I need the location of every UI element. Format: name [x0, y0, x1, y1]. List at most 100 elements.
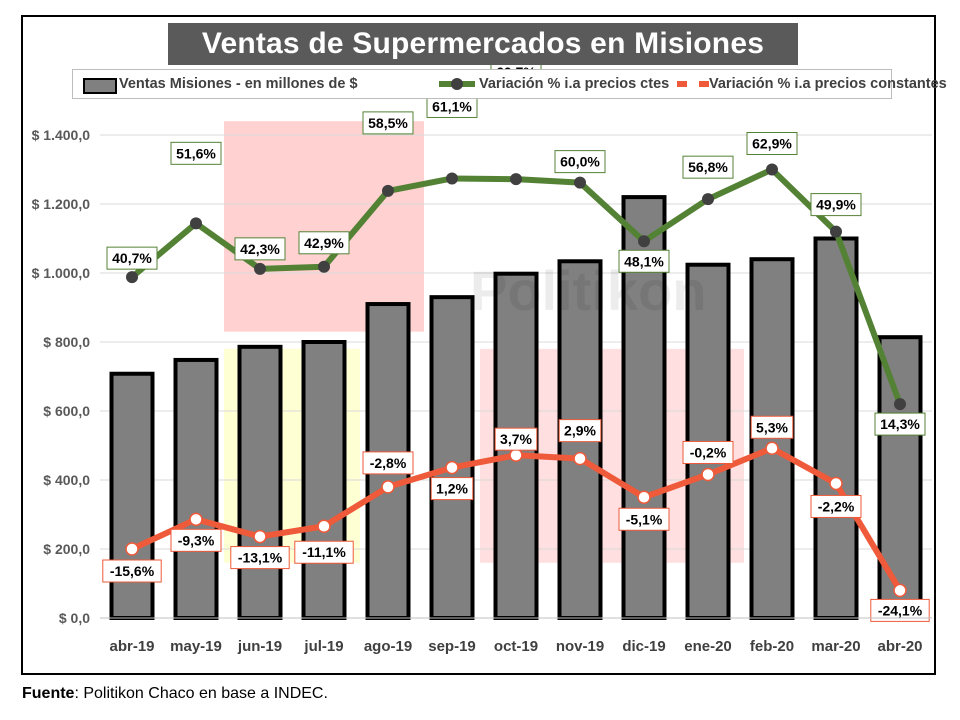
green-marker [126, 271, 138, 284]
data-label: 61,1% [432, 98, 472, 114]
x-tick-label: ene-20 [684, 638, 732, 655]
x-tick-label: nov-19 [556, 638, 604, 655]
highlight-region [224, 121, 424, 332]
data-label-box [870, 598, 930, 622]
orange-marker [829, 476, 843, 491]
orange-marker [381, 480, 395, 494]
x-tick-label: jul-19 [303, 638, 343, 655]
x-tick-label: may-19 [170, 638, 222, 655]
data-label-box [746, 132, 798, 155]
data-label: 42,9% [304, 235, 344, 251]
data-label-box [682, 440, 734, 464]
data-label: 1,2% [436, 481, 468, 497]
orange-marker [765, 441, 779, 456]
data-label-box [682, 155, 734, 179]
x-tick-label: mar-20 [811, 638, 860, 655]
data-label: 62,9% [752, 136, 792, 152]
orange-marker [893, 583, 907, 598]
data-label: 49,9% [816, 197, 856, 213]
data-label-box [494, 427, 538, 451]
data-label: 51,6% [176, 145, 216, 161]
data-label-box [106, 246, 158, 270]
green-marker [510, 173, 522, 186]
y-tick-label: $ 1.200,0 [32, 196, 91, 212]
data-label-box [294, 540, 354, 564]
orange-marker [637, 490, 651, 504]
data-label: -9,3% [178, 532, 215, 548]
y-tick-label: $ 400,0 [43, 472, 90, 488]
data-label: -11,1% [302, 544, 346, 560]
x-tick-label: sep-19 [428, 638, 476, 655]
data-label-box [810, 494, 862, 518]
data-label-box [230, 546, 290, 570]
data-label-box [554, 150, 606, 174]
x-tick-label: oct-19 [494, 638, 538, 655]
bar [877, 335, 923, 620]
data-label-box [618, 249, 670, 273]
orange-marker [509, 448, 523, 462]
data-label-box [170, 528, 222, 552]
title-box: Ventas de Supermercados en Misiones [168, 23, 798, 65]
data-label: -5,1% [626, 511, 663, 527]
data-label: 60,0% [560, 154, 600, 170]
data-label-box [810, 193, 862, 217]
x-tick-label: abr-20 [877, 638, 922, 655]
data-label-box [430, 477, 474, 501]
data-label: -13,1% [238, 550, 283, 566]
legend-green-line-swatch [439, 78, 475, 90]
green-marker [766, 163, 778, 176]
orange-marker [573, 451, 587, 466]
bar [813, 236, 859, 620]
green-marker [382, 184, 394, 197]
data-label-box [874, 412, 926, 436]
data-label: 58,5% [368, 115, 408, 131]
green-marker [190, 217, 202, 230]
data-label-box [102, 559, 162, 583]
data-label: 42,3% [240, 241, 280, 257]
green-marker [830, 225, 842, 238]
green-marker [254, 262, 266, 275]
orange-marker [125, 542, 139, 556]
bar [301, 340, 347, 620]
data-label: -24,1% [878, 602, 923, 618]
green-marker [446, 172, 458, 185]
legend-label-ctes: Variación % i.a precios ctes [479, 76, 670, 92]
source-note: Fuente: Politikon Chaco en base a INDEC. [22, 685, 328, 703]
data-label-box [362, 451, 414, 475]
orange-marker [253, 529, 267, 544]
data-label-box [298, 231, 350, 255]
legend-bar-swatch [83, 78, 117, 94]
y-tick-label: $ 1.000,0 [32, 265, 91, 281]
orange-marker [189, 512, 203, 527]
bar [429, 295, 475, 620]
x-tick-label: dic-19 [622, 638, 665, 655]
data-label: 2,9% [564, 423, 596, 439]
green-marker [574, 176, 586, 189]
x-tick-label: ago-19 [364, 638, 412, 655]
chart-legend: Ventas Misiones - en millones de $ Varia… [72, 69, 947, 99]
y-tick-label: $ 200,0 [43, 541, 90, 557]
data-label: -2,2% [818, 498, 855, 514]
legend-label-ventas: Ventas Misiones - en millones de $ [119, 76, 358, 92]
chart-title: Ventas de Supermercados en Misiones [201, 27, 765, 60]
data-label-box [362, 111, 414, 135]
green-marker [702, 193, 714, 206]
data-label: -15,6% [110, 563, 155, 579]
data-label-box [618, 507, 670, 531]
x-tick-label: abr-19 [109, 638, 154, 655]
data-label: 56,8% [688, 159, 728, 175]
data-label: 48,1% [624, 253, 664, 269]
green-marker [894, 398, 906, 411]
data-label-box [170, 141, 222, 165]
bar [173, 357, 219, 620]
y-tick-label: $ 800,0 [43, 334, 90, 350]
y-tick-label: $ 0,0 [59, 610, 90, 626]
orange-marker [445, 460, 459, 475]
data-label: 5,3% [756, 419, 788, 435]
x-tick-label: feb-20 [750, 638, 794, 655]
bar [237, 344, 283, 620]
legend-label-constantes: Variación % i.a precios constantes [709, 76, 947, 92]
data-label: -0,2% [690, 444, 727, 460]
orange-marker [701, 467, 715, 482]
